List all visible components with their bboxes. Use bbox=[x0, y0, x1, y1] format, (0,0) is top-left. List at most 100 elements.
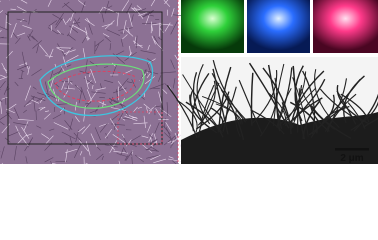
fiber bbox=[23, 121, 29, 131]
fiber bbox=[81, 34, 88, 44]
fiber bbox=[109, 140, 118, 154]
fiber bbox=[23, 95, 35, 107]
fiber bbox=[162, 88, 168, 94]
fiber bbox=[85, 33, 88, 41]
fiber bbox=[163, 0, 171, 7]
fiber bbox=[89, 72, 91, 78]
fiber bbox=[104, 36, 112, 43]
fiber bbox=[91, 84, 94, 90]
fiber bbox=[5, 51, 13, 59]
nanowire bbox=[350, 101, 378, 131]
fiber bbox=[69, 25, 79, 33]
fiber bbox=[30, 95, 46, 101]
nanowire bbox=[336, 90, 357, 125]
nanowire bbox=[198, 82, 220, 132]
fiber bbox=[150, 154, 161, 161]
fiber bbox=[27, 35, 31, 41]
fiber bbox=[109, 118, 119, 131]
fiber bbox=[165, 126, 172, 139]
fiber bbox=[86, 17, 91, 23]
fiber bbox=[47, 0, 52, 7]
fiber bbox=[121, 0, 130, 12]
fiber bbox=[10, 22, 17, 38]
fiber bbox=[120, 148, 124, 156]
fiber bbox=[132, 8, 141, 10]
fiber bbox=[139, 69, 147, 82]
fiber bbox=[66, 80, 71, 91]
fiber bbox=[39, 44, 48, 56]
fiber bbox=[0, 146, 5, 159]
fiber bbox=[44, 110, 50, 112]
fiber bbox=[31, 68, 42, 76]
nanowire bbox=[248, 62, 290, 129]
fiber bbox=[0, 0, 1, 2]
nanowire bbox=[185, 101, 224, 138]
nanowire bbox=[308, 94, 335, 136]
fiber bbox=[158, 91, 162, 104]
fiber bbox=[30, 99, 39, 104]
fiber bbox=[140, 50, 156, 54]
fiber bbox=[127, 27, 130, 34]
fiber bbox=[164, 0, 169, 5]
fiber bbox=[69, 21, 75, 34]
fiber bbox=[28, 12, 31, 25]
fiber bbox=[17, 64, 29, 71]
fiber bbox=[90, 69, 97, 84]
fiber bbox=[43, 113, 51, 120]
fiber bbox=[49, 48, 54, 59]
nanowire bbox=[340, 93, 370, 123]
fiber bbox=[48, 20, 57, 27]
fiber bbox=[21, 51, 26, 68]
fiber bbox=[65, 149, 68, 163]
fiber bbox=[126, 139, 132, 147]
fiber bbox=[66, 32, 71, 37]
fiber bbox=[104, 128, 113, 139]
fiber bbox=[122, 34, 128, 40]
fiber bbox=[143, 103, 150, 110]
nanowire bbox=[238, 79, 263, 134]
fiber bbox=[0, 121, 5, 126]
fiber bbox=[161, 23, 173, 26]
fiber bbox=[124, 155, 129, 161]
fiber bbox=[118, 112, 124, 121]
fiber bbox=[50, 24, 53, 31]
sem-background bbox=[0, 0, 178, 164]
fiber bbox=[72, 24, 87, 33]
fiber bbox=[49, 128, 55, 131]
outline-cyan bbox=[39, 55, 154, 117]
fiber bbox=[167, 140, 175, 143]
fiber bbox=[160, 123, 171, 135]
fiber bbox=[14, 145, 17, 161]
scale-bar bbox=[335, 148, 369, 151]
nanowire bbox=[250, 109, 285, 135]
fiber bbox=[56, 47, 65, 52]
fiber bbox=[68, 34, 76, 41]
fiber bbox=[168, 156, 174, 159]
fiber bbox=[68, 47, 74, 51]
fiber bbox=[131, 79, 136, 88]
fiber bbox=[95, 43, 100, 52]
fiber bbox=[143, 115, 146, 128]
fiber bbox=[16, 6, 28, 13]
nanowire bbox=[259, 77, 278, 137]
fiber bbox=[116, 153, 128, 157]
nanowire bbox=[319, 88, 358, 121]
fiber bbox=[5, 111, 12, 120]
fiber bbox=[6, 22, 12, 26]
fiber bbox=[173, 78, 176, 89]
fiber bbox=[21, 126, 30, 139]
fiber bbox=[14, 107, 20, 119]
fiber bbox=[45, 92, 57, 99]
fiber bbox=[84, 75, 89, 90]
fiber bbox=[177, 162, 179, 164]
fiber bbox=[106, 29, 120, 36]
fiber bbox=[153, 133, 158, 144]
fiber bbox=[8, 131, 20, 137]
fiber bbox=[44, 157, 54, 163]
nanowire bbox=[198, 84, 215, 138]
fiber bbox=[136, 5, 142, 10]
fiber bbox=[50, 160, 52, 164]
fiber bbox=[39, 106, 46, 111]
fiber bbox=[57, 29, 61, 35]
fiber bbox=[71, 22, 81, 25]
